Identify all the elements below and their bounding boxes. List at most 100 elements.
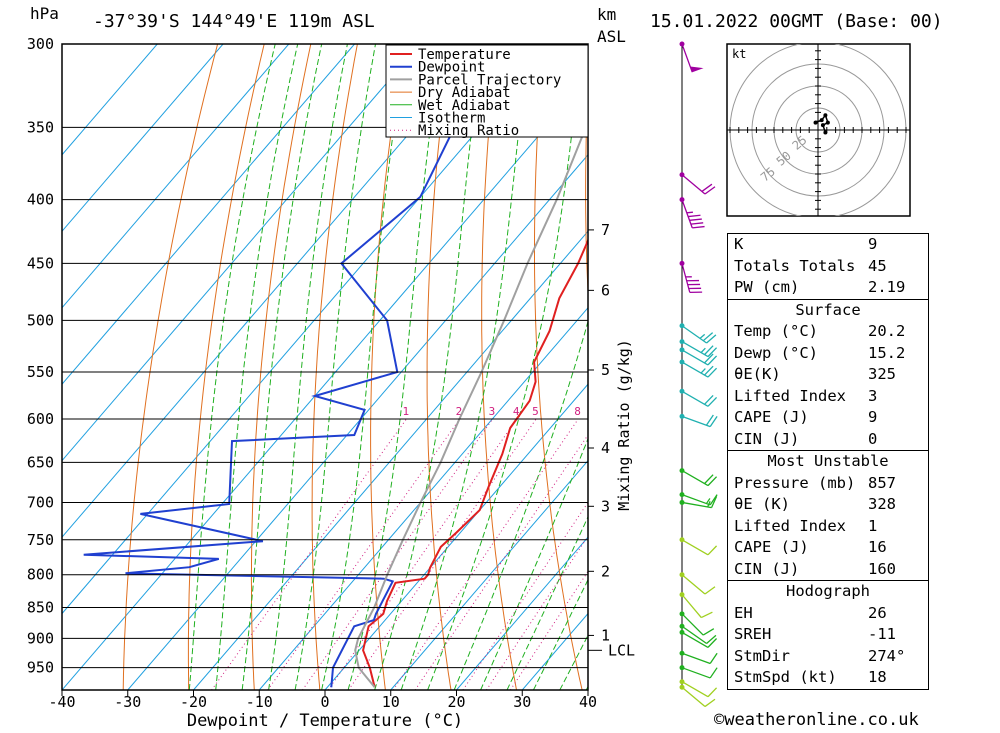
isotherm-line [62,44,487,538]
index-label: θE(K) [734,365,781,383]
mixing-ratio-line [485,535,588,690]
hodograph-point [823,113,828,118]
height-tick-label: 6 [601,281,610,299]
index-value: 45 [868,256,887,275]
wind-barb-full [709,667,718,679]
pressure-tick-label: 700 [27,493,54,511]
mixing-ratio-label: 20 [662,405,675,418]
wind-barb-full [707,638,718,648]
wet-adiabat-line [453,319,588,690]
hodograph-section-title: Hodograph [728,580,928,603]
wet-adiabat-line [427,44,583,690]
pressure-tick-label: 850 [27,599,54,617]
asl-label: ASL [597,27,626,46]
wind-barb [679,611,715,636]
datetime-title: 15.01.2022 00GMT (Base: 00) [650,11,943,32]
isotherm-line [62,77,588,690]
wind-barb-full [707,396,718,407]
dry-adiabat-line [917,44,1000,690]
wind-barb-staff [681,263,691,293]
isotherm-line [456,536,588,690]
mixing-ratio-line [348,418,537,690]
height-tick-label: 4 [601,439,610,457]
wind-barb-staff [681,174,706,195]
wind-barb-full [704,186,716,195]
index-value: -11 [868,625,896,643]
wind-barb-full [701,183,713,192]
legend-label: Mixing Ratio [418,123,519,139]
pressure-tick-label: 900 [27,629,54,647]
index-label: θE (K) [734,495,790,513]
wind-barb [679,347,718,366]
wind-barb [679,413,718,428]
wet-adiabat-line [321,44,408,690]
pressure-tick-label: 300 [27,35,54,53]
x-tick-label: -10 [246,693,273,711]
index-row: θE (K) 328 [728,494,928,516]
wind-barb [679,172,716,195]
index-row: Totals Totals 45 [728,256,928,278]
mixing-ratio-line [327,418,518,690]
index-row: CAPE (J) 16 [728,537,928,559]
mixing-ratio-label: 10 [595,405,608,418]
wind-barb [679,537,718,556]
location-title: -37°39'S 144°49'E 119m ASL [93,11,375,32]
wind-barb-full [707,355,718,366]
index-value: 9 [868,408,878,426]
isotherm-line [62,44,553,615]
most-unstable-section-title: Most Unstable [728,450,928,473]
mixing-ratio-label: 1 [402,405,409,418]
wind-barb-staff [681,631,709,648]
index-value: 15.2 [868,343,906,362]
height-tick-label: 2 [601,562,610,580]
index-label: Lifted Index [734,386,846,405]
wind-barb-full [709,415,718,427]
wind-barb [679,388,718,407]
mixing-ratio-label: 5 [532,405,539,418]
wind-barb-staff [681,613,704,636]
wind-barb-half [700,368,706,374]
index-row: PW (cm) 2.19 [728,277,928,299]
index-value: 3 [868,386,878,405]
isotherm-line [324,383,588,690]
plot-area: 1 2 3 4 5 8 10 16 20 25 [62,44,1000,690]
index-value: 26 [868,603,887,622]
wind-barb-half [705,498,711,504]
index-label: Pressure (mb) [734,473,856,492]
wind-barb-staff [681,539,709,556]
index-label: CAPE (J) [734,408,809,426]
index-row: Dewp (°C) 15.2 [728,343,928,365]
pressure-tick-label: 400 [27,191,54,209]
wind-barb-full [692,225,705,229]
wind-barb-staff [681,652,711,665]
wind-barb-full [709,652,718,664]
wind-barb-staff [681,686,706,708]
index-label: StmSpd (kt) [734,668,837,686]
index-value: 857 [868,473,896,492]
wind-barb-full [707,687,718,698]
isotherm-line [62,44,421,462]
index-value: 0 [868,429,878,448]
wind-barb-staff [681,325,707,344]
mixing-ratio-label: 3 [489,405,496,418]
isotherm-line [62,44,290,309]
index-label: EH [734,603,753,622]
wind-barb [679,572,716,595]
index-row: EH 26 [728,603,928,625]
index-label: Dewp (°C) [734,343,818,362]
wind-barb [679,629,718,648]
wind-barb-full [710,496,718,508]
index-value: 274° [868,646,906,665]
x-tick-label: 20 [447,693,465,711]
dry-adiabat-line [585,76,588,303]
height-tick-label: 1 [601,626,610,644]
index-label: StmDir [734,646,790,665]
wind-barb-pennant [690,66,704,73]
hodograph-point [820,123,825,128]
wet-adiabat-line [400,44,529,690]
wind-barb [679,359,718,378]
wind-barb [679,684,716,708]
index-label: Totals Totals [734,256,856,275]
